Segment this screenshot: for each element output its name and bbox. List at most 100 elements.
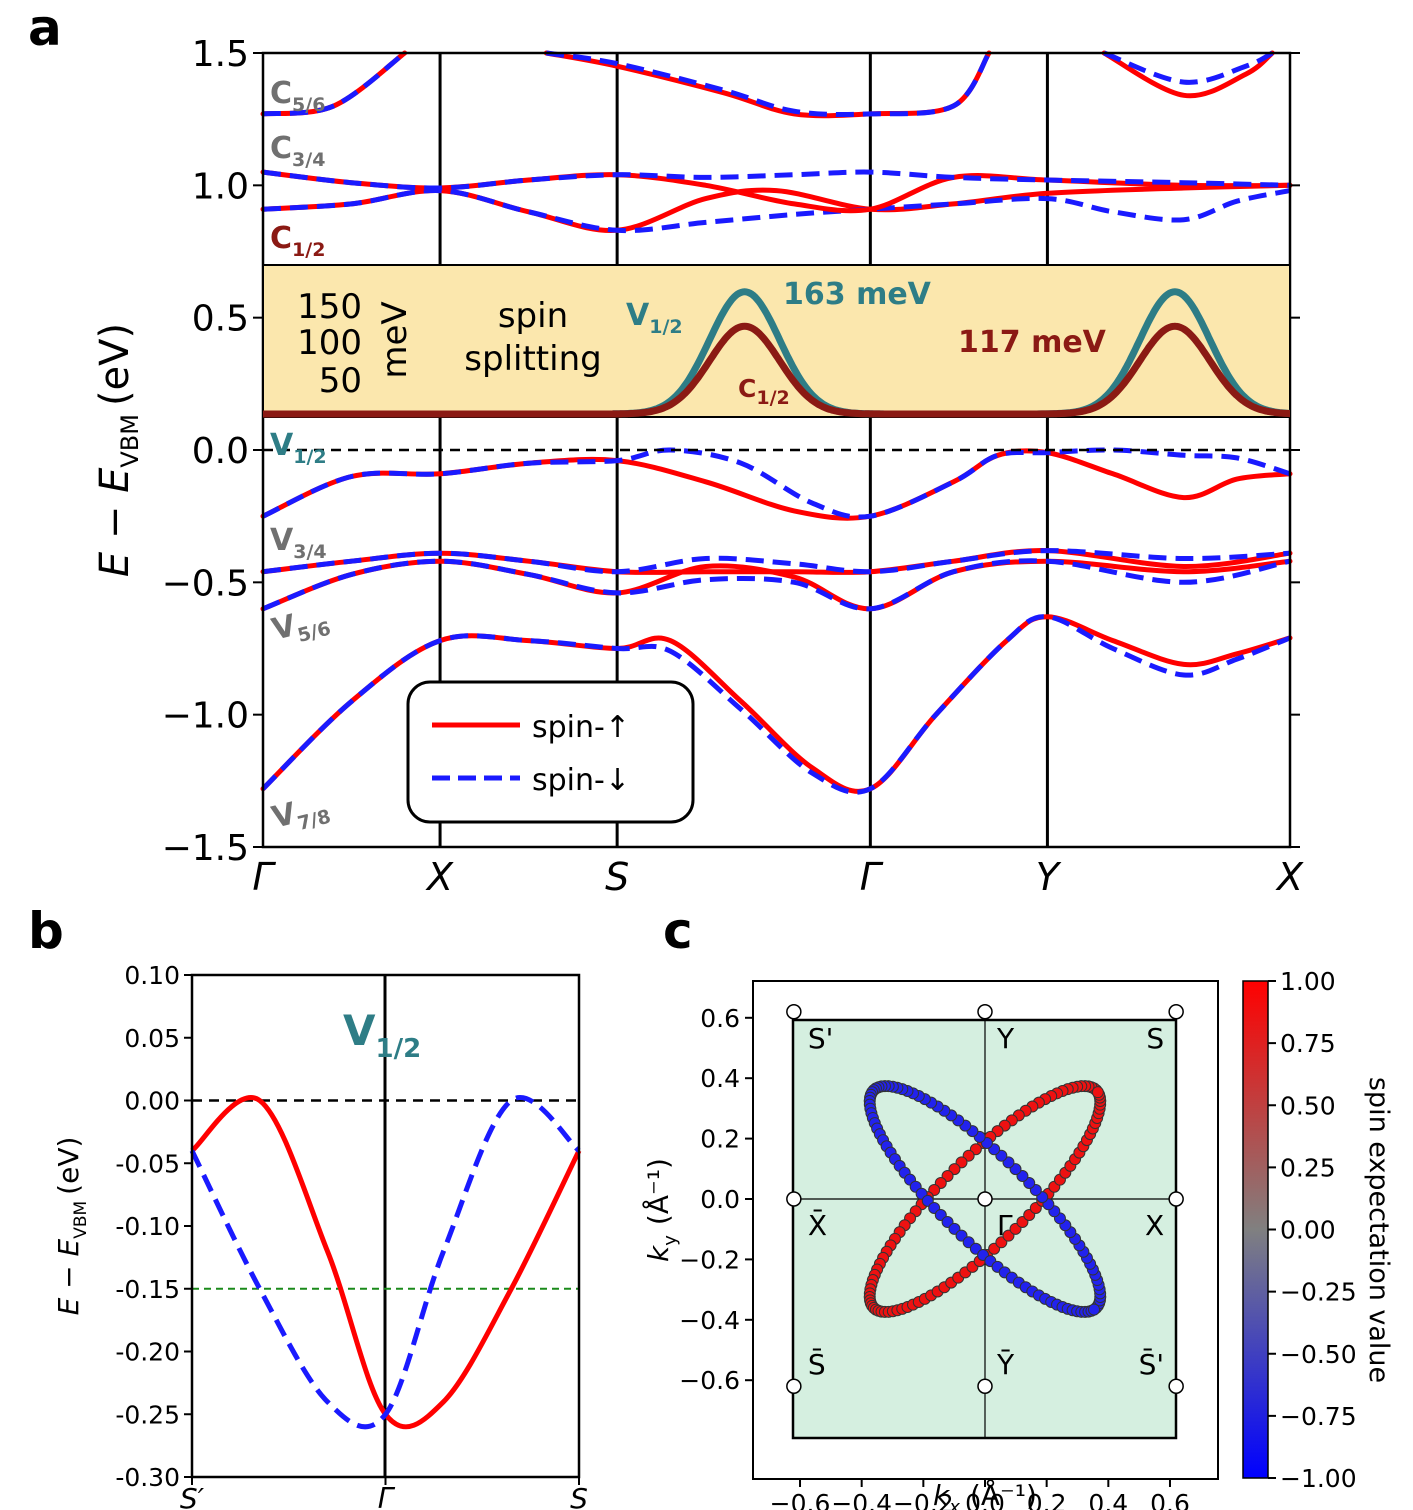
band-label-c56: C5/6 [270,76,325,116]
high-symmetry-label: S̄' [1139,1347,1164,1381]
band-curve [261,614,1291,795]
band-curve [262,169,1291,191]
high-symmetry-point [977,1191,993,1207]
legend-spin-down-label: spin-↓ [532,763,630,798]
colorbar [1242,980,1269,1479]
band-curve [262,50,407,117]
band-label-v56: V5/6 [268,600,333,653]
panel-label-b: b [28,902,64,960]
y-tick-label: −0.5 [162,563,249,604]
panel-c-x-axis-label: kx (Å⁻¹) [933,1478,1037,1510]
kpath-label: Y [1036,855,1062,899]
band-label-v34: V3/4 [270,523,327,563]
y-tick-label: 0.5 [192,299,249,340]
inset-peak-label-117: 117 meV [958,325,1107,360]
x-tick-label: Γ [378,1482,396,1510]
x-tick-label: 0.6 [1150,1489,1190,1510]
high-symmetry-label: S [1146,1022,1164,1055]
colorbar-tick-label: −0.50 [1280,1340,1357,1369]
band-label-c34: C3/4 [270,131,325,171]
legend-spin-up-label: spin-↑ [532,710,630,745]
high-symmetry-point [1168,1004,1184,1020]
spin-splitting-inset: 150 100 50 meV spin splitting V1/2 C1/2 … [262,264,1291,418]
y-tick-label: 1.5 [192,34,249,75]
y-tick-label: 0.0 [192,431,249,472]
inset-tick-100: 100 [297,323,362,363]
y-tick-label: 0.05 [124,1024,180,1053]
x-tick-label: S′ [180,1482,205,1510]
panel-b-band-label: V1/2 [343,1006,421,1064]
y-tick-label: 1.0 [192,166,249,207]
colorbar-tick-label: 0.50 [1280,1091,1336,1120]
y-tick-label: -0.25 [115,1400,180,1429]
inset-unit-label: meV [375,301,415,378]
y-tick-label: -0.20 [115,1338,180,1367]
high-symmetry-point [786,1004,802,1020]
band-curve [260,448,1293,521]
colorbar-tick-label: −0.75 [1280,1402,1357,1431]
band-curve [262,548,1291,575]
band-curve [545,50,992,117]
high-symmetry-label: Γ [997,1209,1013,1242]
y-tick-label: -0.10 [115,1212,180,1241]
y-tick-label: -0.30 [115,1463,180,1492]
colorbar-tick-label: −1.00 [1280,1464,1357,1493]
kpath-label: X [425,855,454,899]
colorbar-tick-label: −0.25 [1280,1278,1357,1307]
y-tick-label: −1.5 [162,828,249,869]
x-tick-label: S [570,1482,588,1510]
high-symmetry-label: Ȳ [996,1348,1015,1381]
v12-dispersion-chart: 0.10 0.05 0.00 -0.05 -0.10 -0.15 -0.20 -0.25 -0.… [52,961,588,1510]
y-tick-label: 0.00 [124,1087,180,1116]
panel-label-c: c [663,902,693,960]
svg-text:E − EVBM(eV): E − EVBM(eV) [52,1137,91,1316]
colorbar-tick-label: 0.75 [1280,1029,1336,1058]
y-tick-label: −0.2 [679,1245,740,1274]
inset-splitting-curve [263,322,1291,418]
high-symmetry-point [1168,1378,1184,1394]
inset-tick-150: 150 [297,287,362,327]
inset-band-label-c12: C1/2 [738,374,790,409]
band-structure-chart: 1.5 1.0 0.5 0.0 −0.5 −1.0 −1.5 Γ X S Γ Y X E − EVBM… [92,34,1304,899]
y-tick-label: −1.0 [162,696,249,737]
legend-box [406,680,695,824]
panel-label-a: a [28,0,62,57]
spin-dot [1088,1303,1101,1316]
y-tick-label: 0.4 [700,1064,740,1093]
colorbar-tick-label: 1.00 [1280,967,1336,996]
kpath-label: Γ [860,855,884,899]
band-legend: spin-↑ spin-↓ [406,680,695,824]
inset-band-label-v12: V1/2 [626,298,683,338]
panel-b-frame [190,973,581,1479]
colorbar-label: spin expectation value [1363,1077,1394,1383]
spin-dot [1091,1086,1104,1099]
kpath-label: Γ [252,855,276,899]
x-tick-label: −0.2 [893,1489,954,1510]
panel-c-y-axis-label: ky(Å⁻¹) [641,1158,681,1262]
band-label-c12: C1/2 [270,221,325,261]
colorbar-tick-label: 0.25 [1280,1153,1336,1182]
svg-text:ky(Å⁻¹): ky(Å⁻¹) [641,1158,681,1262]
v12-band-curve [190,1095,582,1430]
band-plot-frame [261,51,1292,849]
kpath-label: S [605,855,629,899]
high-symmetry-point [786,1378,802,1394]
band-curve [1101,50,1275,99]
band-curve [260,182,1293,233]
high-symmetry-label: S̄ [808,1347,826,1381]
band-curve [260,558,1293,612]
x-tick-label: −0.4 [831,1489,892,1510]
x-tick-label: 0.4 [1088,1489,1128,1510]
band-label-v78: V7/8 [268,788,333,841]
high-symmetry-point [977,1004,993,1020]
high-symmetry-label: X̄ [808,1208,827,1242]
y-tick-label: −0.4 [679,1306,740,1335]
x-tick-label: 0.2 [1027,1489,1067,1510]
band-curve [262,188,1291,234]
panel-b-y-axis-label: E − EVBM(eV) [52,1137,91,1316]
high-symmetry-point [1168,1191,1184,1207]
high-symmetry-label: S' [808,1022,833,1055]
svg-text:E − EVBM(eV): E − EVBM(eV) [92,323,144,577]
band-curve [262,558,1291,612]
